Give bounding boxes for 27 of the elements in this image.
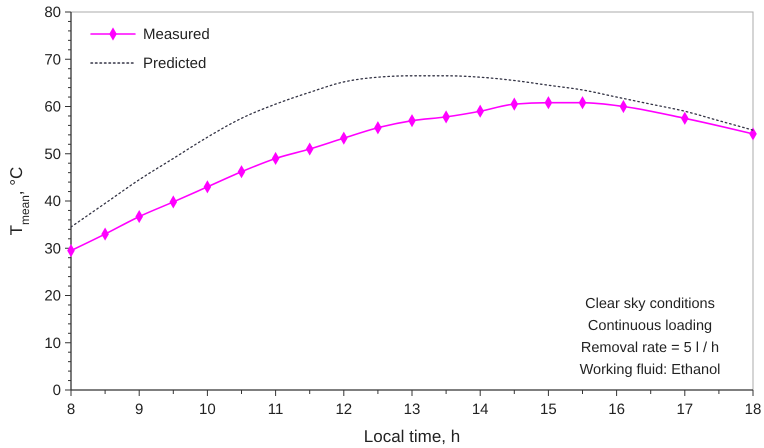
x-tick-label: 15	[540, 401, 557, 418]
annotation: Removal rate = 5 l / h	[580, 340, 720, 356]
x-tick-label: 8	[66, 401, 76, 418]
x-tick-label: 9	[135, 401, 144, 418]
x-tick-label: 10	[199, 401, 216, 418]
y-tick-label: 80	[44, 4, 61, 21]
x-tick-label: 16	[608, 401, 625, 418]
annotation: Working fluid: Ethanol	[580, 362, 720, 378]
legend-label: Predicted	[143, 55, 206, 72]
x-axis-title: Local time, h	[364, 427, 460, 446]
x-tick-label: 13	[404, 401, 420, 418]
x-tick-label: 18	[744, 401, 762, 418]
y-tick-label: 40	[44, 193, 61, 210]
y-tick-label: 30	[44, 240, 61, 258]
x-tick-label: 17	[676, 401, 694, 418]
y-tick-label: 50	[44, 146, 61, 163]
annotation: Continuous loading	[588, 318, 712, 334]
y-tick-label: 20	[44, 288, 61, 304]
y-tick-label: 70	[44, 51, 61, 68]
legend-label: Measured	[143, 26, 210, 43]
y-tick-label: 0	[52, 382, 61, 399]
y-tick-label: 10	[44, 334, 61, 352]
x-tick-label: 14	[472, 401, 489, 418]
x-tick-label: 11	[268, 401, 284, 418]
y-tick-label: 60	[44, 98, 61, 116]
x-tick-label: 12	[335, 401, 352, 418]
annotation: Clear sky conditions	[585, 296, 715, 312]
